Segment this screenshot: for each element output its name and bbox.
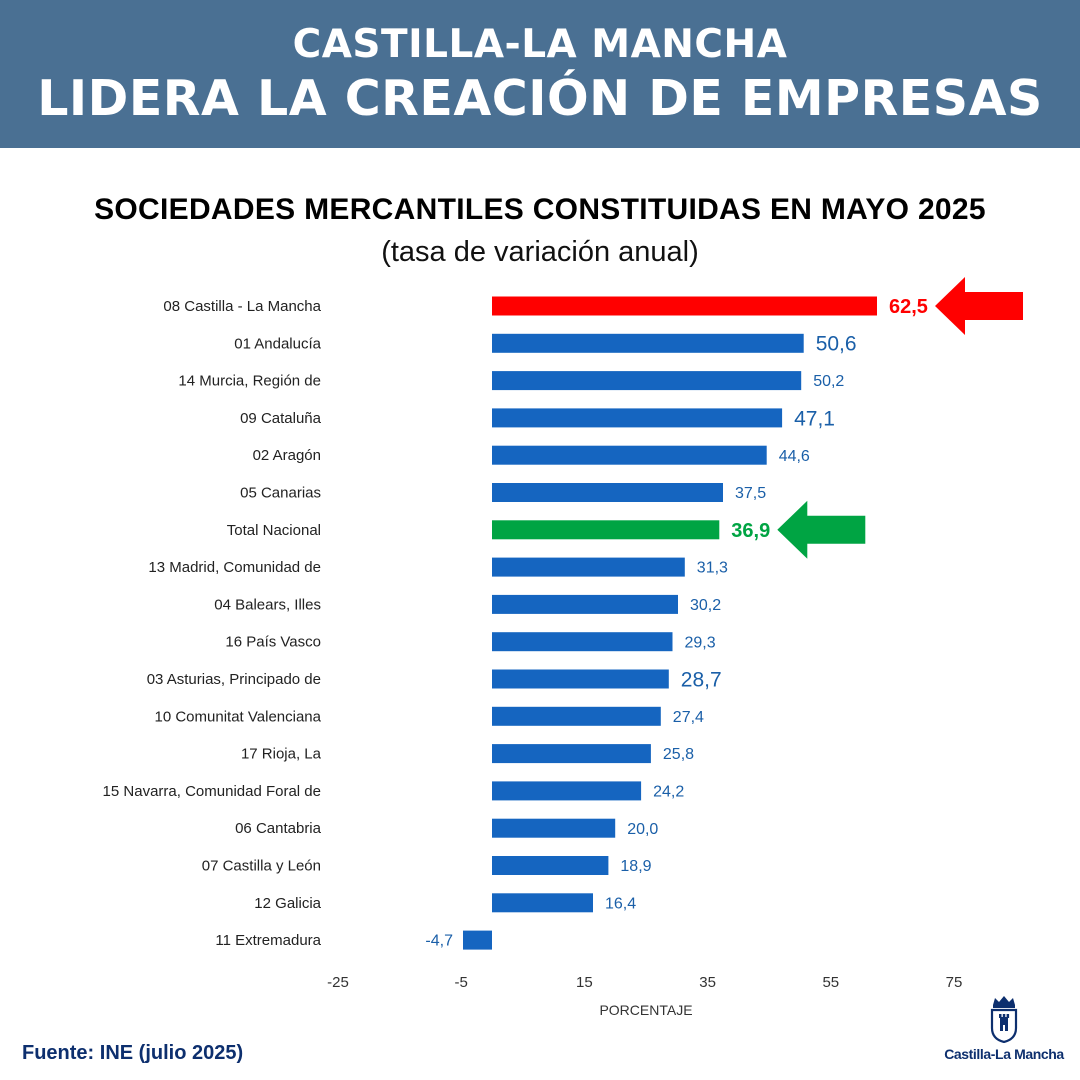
category-label: 07 Castilla y León bbox=[202, 858, 321, 875]
value-label: 27,4 bbox=[673, 709, 704, 726]
chart-title: SOCIEDADES MERCANTILES CONSTITUIDAS EN M… bbox=[94, 193, 986, 226]
x-tick-label: 75 bbox=[946, 974, 963, 991]
bar bbox=[463, 930, 492, 950]
x-tick-label: -5 bbox=[455, 974, 468, 991]
category-label: 13 Madrid, Comunidad de bbox=[148, 559, 321, 576]
bar bbox=[492, 818, 616, 838]
x-tick-label: 15 bbox=[576, 974, 593, 991]
value-label: 50,6 bbox=[816, 333, 857, 356]
bar bbox=[492, 856, 609, 875]
bar bbox=[492, 669, 669, 689]
category-label: 02 Aragón bbox=[253, 447, 321, 464]
bar bbox=[492, 781, 642, 801]
value-label: 28,7 bbox=[681, 668, 722, 691]
category-label: Total Nacional bbox=[227, 522, 321, 539]
x-tick-label: -25 bbox=[327, 974, 349, 991]
category-label: 06 Cantabria bbox=[235, 820, 322, 837]
category-label: 09 Cataluña bbox=[240, 410, 322, 427]
bar bbox=[492, 744, 651, 764]
category-label: 03 Asturias, Principado de bbox=[147, 671, 321, 688]
value-label: 16,4 bbox=[605, 895, 636, 912]
bar bbox=[492, 408, 783, 428]
bar bbox=[492, 445, 767, 465]
category-label: 04 Balears, Illes bbox=[214, 596, 321, 613]
bar bbox=[492, 483, 723, 502]
header-title-line2: LIDERA LA CREACIÓN DE EMPRESAS bbox=[37, 70, 1043, 127]
value-label: 18,9 bbox=[620, 858, 651, 875]
bar bbox=[492, 893, 593, 913]
value-label: 36,9 bbox=[731, 520, 770, 542]
category-label: 16 País Vasco bbox=[225, 634, 321, 651]
header-banner: CASTILLA-LA MANCHA LIDERA LA CREACIÓN DE… bbox=[0, 0, 1080, 148]
value-label: 44,6 bbox=[779, 448, 810, 465]
bar bbox=[492, 333, 804, 353]
castle-crest-icon bbox=[990, 996, 1018, 1043]
header-title-line1: CASTILLA-LA MANCHA bbox=[292, 22, 788, 67]
value-label: 47,1 bbox=[794, 407, 835, 430]
value-label: 29,3 bbox=[685, 634, 716, 651]
category-label: 10 Comunitat Valenciana bbox=[155, 708, 322, 725]
chart-subtitle: (tasa de variación anual) bbox=[381, 236, 699, 268]
bar bbox=[492, 371, 802, 391]
logo-text: Castilla-La Mancha bbox=[944, 1046, 1064, 1062]
bar bbox=[492, 594, 678, 614]
bar-chart: 08 Castilla - La Mancha 62,5 01 Andalucía 5… bbox=[103, 277, 1023, 1018]
category-label: 11 Extremadura bbox=[215, 932, 321, 949]
highlight-arrow-icon bbox=[935, 277, 1023, 335]
category-label: 05 Canarias bbox=[240, 485, 321, 502]
value-label: -4,7 bbox=[425, 933, 453, 950]
category-label: 12 Galicia bbox=[254, 895, 321, 912]
category-label: 17 Rioja, La bbox=[241, 746, 322, 763]
value-label: 24,2 bbox=[653, 784, 684, 801]
category-label: 14 Murcia, Región de bbox=[178, 373, 321, 390]
value-label: 25,8 bbox=[663, 746, 694, 763]
bar bbox=[492, 706, 661, 726]
value-label: 50,2 bbox=[813, 373, 844, 390]
bar bbox=[492, 520, 720, 540]
value-label: 37,5 bbox=[735, 485, 766, 502]
highlight-arrow-icon bbox=[777, 500, 866, 559]
bar bbox=[492, 557, 685, 577]
value-label: 30,2 bbox=[690, 597, 721, 614]
source-note: Fuente: INE (julio 2025) bbox=[22, 1042, 244, 1064]
x-tick-label: 55 bbox=[822, 974, 839, 991]
bar bbox=[492, 296, 877, 316]
value-label: 20,0 bbox=[627, 821, 658, 838]
x-tick-label: 35 bbox=[699, 974, 716, 991]
x-axis-title: PORCENTAJE bbox=[599, 1002, 692, 1018]
value-label: 62,5 bbox=[889, 296, 928, 318]
category-label: 08 Castilla - La Mancha bbox=[163, 298, 321, 315]
category-label: 15 Navarra, Comunidad Foral de bbox=[103, 783, 321, 800]
value-label: 31,3 bbox=[697, 560, 728, 577]
castilla-la-mancha-logo: Castilla-La Mancha bbox=[938, 995, 1070, 1070]
category-label: 01 Andalucía bbox=[234, 335, 321, 352]
bar bbox=[492, 632, 673, 652]
